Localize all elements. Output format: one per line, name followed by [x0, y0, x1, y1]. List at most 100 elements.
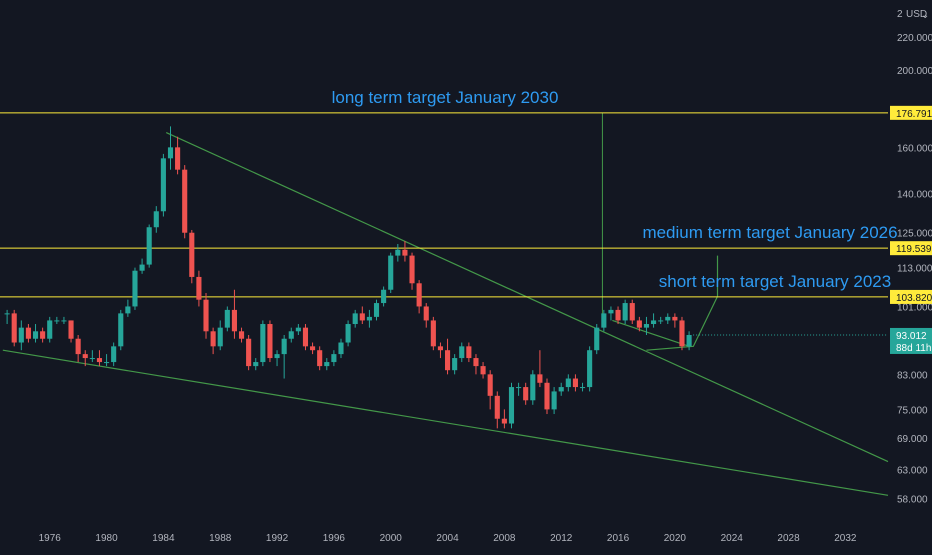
candle-body — [629, 303, 635, 321]
candle-body — [189, 232, 195, 277]
candle-body — [302, 327, 309, 347]
candle-body — [544, 382, 550, 410]
candle-body — [324, 362, 330, 367]
x-tick-label: 2016 — [607, 533, 630, 544]
candle-body — [665, 316, 671, 321]
candle-body — [444, 350, 451, 371]
candle-body — [494, 395, 500, 419]
y-tick-label: 58.000 — [897, 494, 928, 505]
y-tick-label: 83.000 — [897, 370, 928, 381]
target-annotation: long term target January 2030 — [332, 88, 559, 107]
y-tick-label: 63.000 — [897, 466, 928, 477]
candle-body — [516, 387, 522, 389]
level-price-badge — [890, 105, 932, 120]
candle-body — [416, 283, 422, 307]
x-tick-label: 1984 — [152, 533, 175, 544]
chevron-down-icon[interactable]: ⌄ — [921, 10, 929, 21]
candle-body — [89, 358, 95, 360]
x-tick-label: 2008 — [493, 533, 516, 544]
candle-body — [146, 227, 152, 265]
candle-body — [153, 211, 159, 228]
candle-body — [366, 316, 372, 321]
candle-body — [530, 374, 536, 401]
candle-body — [281, 338, 287, 355]
x-tick-label: 2024 — [721, 533, 744, 544]
candle-body — [587, 350, 593, 388]
y-tick-label: 140.000 — [897, 190, 932, 201]
candle-body — [409, 255, 415, 284]
candle-body — [558, 387, 564, 392]
scale-label: 2 — [897, 9, 903, 20]
trendline-upper-extension — [612, 319, 690, 347]
level-price-label: 103.820 — [896, 293, 932, 304]
candle-body — [32, 331, 39, 339]
candle-body — [167, 147, 174, 159]
y-tick-label: 101.000 — [897, 302, 932, 313]
candle-body — [40, 331, 46, 339]
level-price-label: 119.539 — [896, 244, 932, 255]
candle-body — [388, 255, 394, 290]
x-tick-label: 2020 — [664, 533, 687, 544]
candle-body — [25, 327, 31, 339]
candle-body — [175, 147, 181, 170]
scale-indicator[interactable]: 2 USD ⌄ — [897, 9, 929, 21]
candle-body — [636, 320, 642, 328]
candle-body — [231, 309, 237, 332]
candle-body — [508, 387, 515, 424]
candle-body — [402, 249, 408, 256]
candle-body — [579, 387, 586, 389]
candle-body — [160, 158, 166, 212]
candle-body — [622, 303, 628, 321]
x-tick-label: 2000 — [380, 533, 403, 544]
candle-body — [104, 362, 110, 364]
candle-body — [487, 374, 493, 396]
annotations: long term target January 2030 medium term… — [332, 88, 898, 291]
candle-body — [473, 358, 479, 367]
projection-path — [646, 255, 719, 351]
candle-body — [459, 346, 465, 359]
candle-body — [352, 313, 358, 325]
y-tick-label: 69.000 — [897, 434, 928, 445]
candle-body — [651, 320, 657, 325]
candle-body — [686, 334, 692, 347]
candle-body — [601, 313, 607, 328]
candle-body — [594, 327, 600, 351]
candle-body — [423, 306, 429, 321]
candle-body — [679, 320, 685, 347]
currency-label: USD — [906, 9, 927, 20]
time-axis[interactable]: 1976 1980 1984 1988 1992 1996 2000 2004 2008 2012… — [39, 533, 857, 544]
candle-body — [125, 306, 131, 314]
candle-body — [18, 327, 24, 343]
candle-body — [224, 309, 230, 328]
candle-body — [246, 338, 252, 367]
target-annotation: medium term target January 2026 — [642, 223, 897, 242]
candle-body — [253, 362, 259, 367]
candle-body — [537, 374, 543, 383]
candle-body — [4, 313, 10, 315]
candle-body — [47, 320, 53, 339]
candle-body — [437, 346, 444, 351]
candle-body — [373, 303, 380, 317]
x-tick-label: 1992 — [266, 533, 289, 544]
candle-body — [338, 342, 344, 355]
candle-body — [238, 331, 245, 339]
level-price-badge — [890, 289, 932, 304]
candle-body — [217, 327, 223, 347]
y-tick-label: 220.000 — [897, 33, 932, 44]
candle-body — [139, 264, 145, 271]
x-tick-label: 1980 — [95, 533, 118, 544]
x-tick-label: 2004 — [436, 533, 459, 544]
candle-body — [267, 324, 273, 359]
candle-body — [274, 354, 280, 359]
y-tick-label: 200.000 — [897, 66, 932, 77]
candle-body — [466, 346, 472, 359]
candle-body — [54, 320, 60, 322]
y-tick-label: 125.000 — [897, 229, 932, 240]
target-annotation: short term target January 2023 — [659, 272, 891, 291]
level-price-label: 176.791 — [896, 109, 932, 120]
x-tick-label: 1976 — [39, 533, 62, 544]
candle-body — [260, 324, 266, 363]
candle-body — [317, 350, 323, 367]
